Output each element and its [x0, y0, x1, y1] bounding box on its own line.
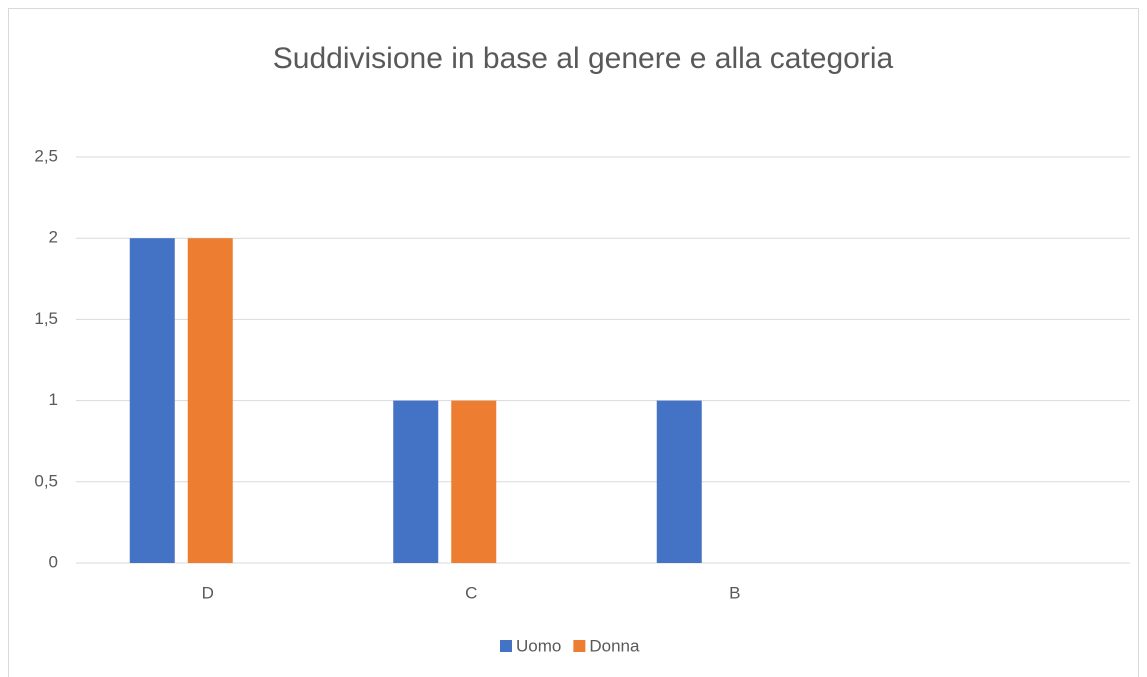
x-tick-label: D [202, 583, 214, 602]
y-tick-label: 2 [49, 228, 58, 247]
y-tick-label: 1,5 [34, 309, 58, 328]
bar [656, 400, 702, 563]
legend-swatch [573, 640, 586, 652]
chart-frame [8, 8, 1139, 677]
legend-label: Donna [589, 636, 640, 655]
y-tick-label: 1 [49, 390, 58, 409]
y-tick-label: 0,5 [34, 471, 58, 490]
bar [187, 238, 233, 563]
legend-swatch [500, 640, 512, 652]
chart-title: Suddivisione in base al genere e alla ca… [273, 42, 894, 75]
bar [129, 238, 175, 563]
bar [393, 400, 439, 563]
x-tick-label: B [729, 583, 740, 602]
legend-label: Uomo [516, 636, 561, 655]
y-tick-label: 0 [49, 552, 58, 571]
bar [451, 400, 497, 563]
y-tick-label: 2,5 [34, 146, 58, 165]
x-tick-label: C [465, 583, 477, 602]
